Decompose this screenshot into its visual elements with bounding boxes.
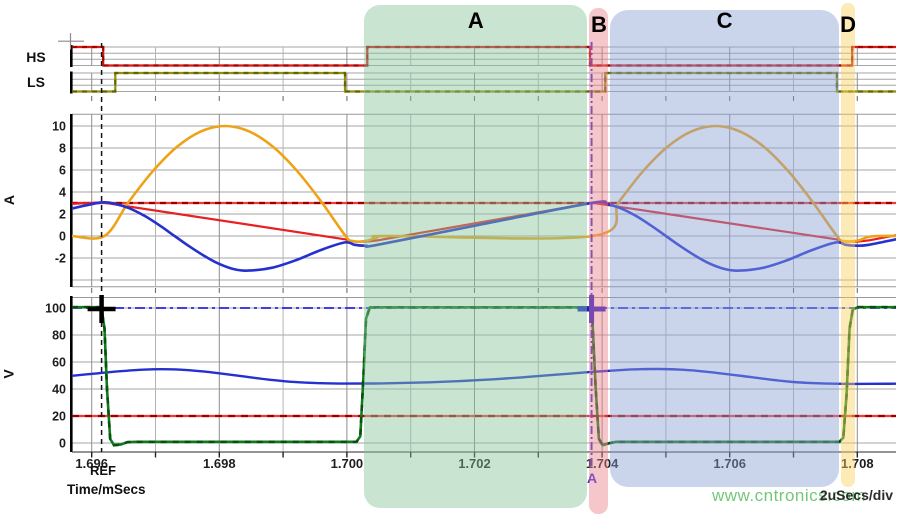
watermark: www.cntronics.com [712,486,866,505]
x-axis: 1.696 1.698 1.700 1.702 1.704 1.706 1.708 [72,96,896,471]
current-traces [72,124,896,272]
x-tick-label: 1.704 [586,456,619,471]
x-tick-label: 1.700 [331,456,364,471]
trace-blue-voltage [72,367,896,386]
y-tick-label: 0 [59,230,66,244]
y-tick-label: 40 [52,383,66,397]
ref-cursor-label[interactable]: REF [90,463,116,478]
trace-green-voltage-dash [72,305,896,447]
x-tick-label: 1.698 [203,456,236,471]
channel-label-ls: LS [27,74,45,90]
region-label-c: C [716,8,733,33]
trace-blue-current [72,200,896,272]
trace-ls-gate-dash [72,71,896,93]
y-tick-label: 10 [52,120,66,134]
region-label-d: D [840,12,856,37]
x-scale-per-div-label: 2uSecs/div [819,487,893,503]
cursors [87,42,606,469]
channel-label-hs: HS [26,49,46,65]
x-tick-label: 1.702 [458,456,491,471]
trace-hs-gate-dash [72,45,896,67]
y-axis-unit-voltage: V [0,369,17,379]
panel-voltages: 0 20 40 60 80 100 [45,296,896,452]
x-tick-label: 1.708 [841,456,874,471]
y-tick-label: 60 [52,356,66,370]
y-tick-label: 8 [59,142,66,156]
trace-hs-gate [72,45,896,67]
x-tick-label: 1.696 [75,456,108,471]
region-label-a: A [467,8,484,33]
trace-orange-current [72,124,896,243]
y-tick-label: 100 [45,302,66,316]
y-tick-label: 20 [52,410,66,424]
y-tick-label: -2 [55,252,66,266]
y-tick-label: 6 [59,164,66,178]
y-tick-label: 80 [52,329,66,343]
x-axis-title: Time/mSecs [67,482,146,497]
a-cursor-label[interactable]: A [586,470,598,486]
x-tick-label: 1.706 [713,456,746,471]
panel-gate-signals [58,33,896,94]
trace-ls-gate [72,71,896,93]
region-label-b: B [590,12,607,37]
y-axis-unit-current: A [1,194,18,206]
y-tick-label: 4 [59,186,66,200]
panel-currents: -2 0 2 4 6 8 10 [52,113,896,288]
trace-green-voltage [72,305,896,447]
y-tick-label: 2 [59,208,66,222]
voltage-traces [72,305,896,447]
y-tick-label: 0 [59,437,66,451]
